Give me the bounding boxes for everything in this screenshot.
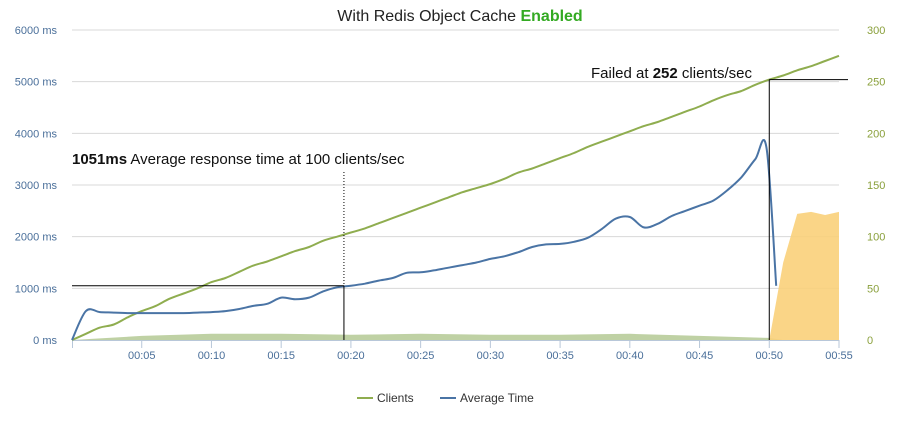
y-right-tick-label: 150: [867, 180, 885, 192]
x-tick-label: 00:10: [198, 350, 226, 362]
area-series: [72, 211, 839, 340]
x-tick-label: 00:15: [267, 350, 295, 362]
fail-annotation-label: Failed at 252 clients/sec: [591, 65, 752, 82]
fail-annotation-suffix: clients/sec: [682, 65, 753, 82]
legend: Clients Average Time: [357, 391, 534, 405]
x-tick-label: 00:35: [546, 350, 574, 362]
y-right-tick-label: 50: [867, 283, 879, 295]
x-tick-label: 00:50: [756, 350, 784, 362]
y-left-tick-label: 5000 ms: [15, 77, 58, 89]
x-tick-label: 00:55: [825, 350, 853, 362]
legend-item-clients: Clients: [357, 391, 414, 405]
y-left-tick-label: 2000 ms: [15, 232, 58, 244]
fail-annotation-value: 252: [653, 65, 678, 82]
y-left-tick-label: 0 ms: [33, 335, 57, 347]
chart-title-accent: Enabled: [520, 8, 582, 25]
legend-item-average-time: Average Time: [440, 391, 534, 405]
y-right-tick-label: 0: [867, 335, 873, 347]
y-left-tick-label: 4000 ms: [15, 128, 58, 140]
x-tick-label: 00:40: [616, 350, 644, 362]
avg-annotation-label: 1051ms Average response time at 100 clie…: [72, 151, 405, 168]
y-right-tick-label: 100: [867, 232, 885, 244]
x-tick-label: 00:20: [337, 350, 365, 362]
grid: [72, 29, 839, 289]
legend-label: Clients: [377, 391, 414, 405]
series-clients-line: [71, 54, 840, 341]
x-tick-label: 00:25: [407, 350, 435, 362]
axes: 0 ms 0 1000 ms 50 2000 ms 100 3000 ms 150 4000 m…: [15, 25, 886, 362]
series-average-time-line: [71, 138, 778, 341]
series-errors-area: [767, 211, 839, 340]
legend-label: Average Time: [460, 391, 534, 405]
fail-annotation-prefix: Failed at: [591, 65, 649, 82]
avg-annotation-text: Average response time at 100 clients/sec: [130, 151, 405, 168]
y-left-tick-label: 1000 ms: [15, 283, 58, 295]
x-tick-label: 00:05: [128, 350, 156, 362]
series-hits-area: [72, 333, 839, 340]
annotations: 1051ms Average response time at 100 clie…: [72, 65, 848, 340]
x-tick-label: 00:45: [686, 350, 714, 362]
y-right-tick-label: 250: [867, 77, 885, 89]
x-tick-label: 00:30: [477, 350, 505, 362]
line-series: [71, 54, 840, 341]
avg-annotation-value: 1051ms: [72, 151, 127, 168]
y-right-tick-label: 200: [867, 128, 885, 140]
y-right-tick-label: 300: [867, 25, 885, 37]
chart-title: With Redis Object Cache Enabled: [337, 8, 582, 25]
y-left-tick-label: 3000 ms: [15, 180, 58, 192]
chart-title-prefix: With Redis Object Cache: [337, 8, 516, 25]
y-left-tick-label: 6000 ms: [15, 25, 58, 37]
